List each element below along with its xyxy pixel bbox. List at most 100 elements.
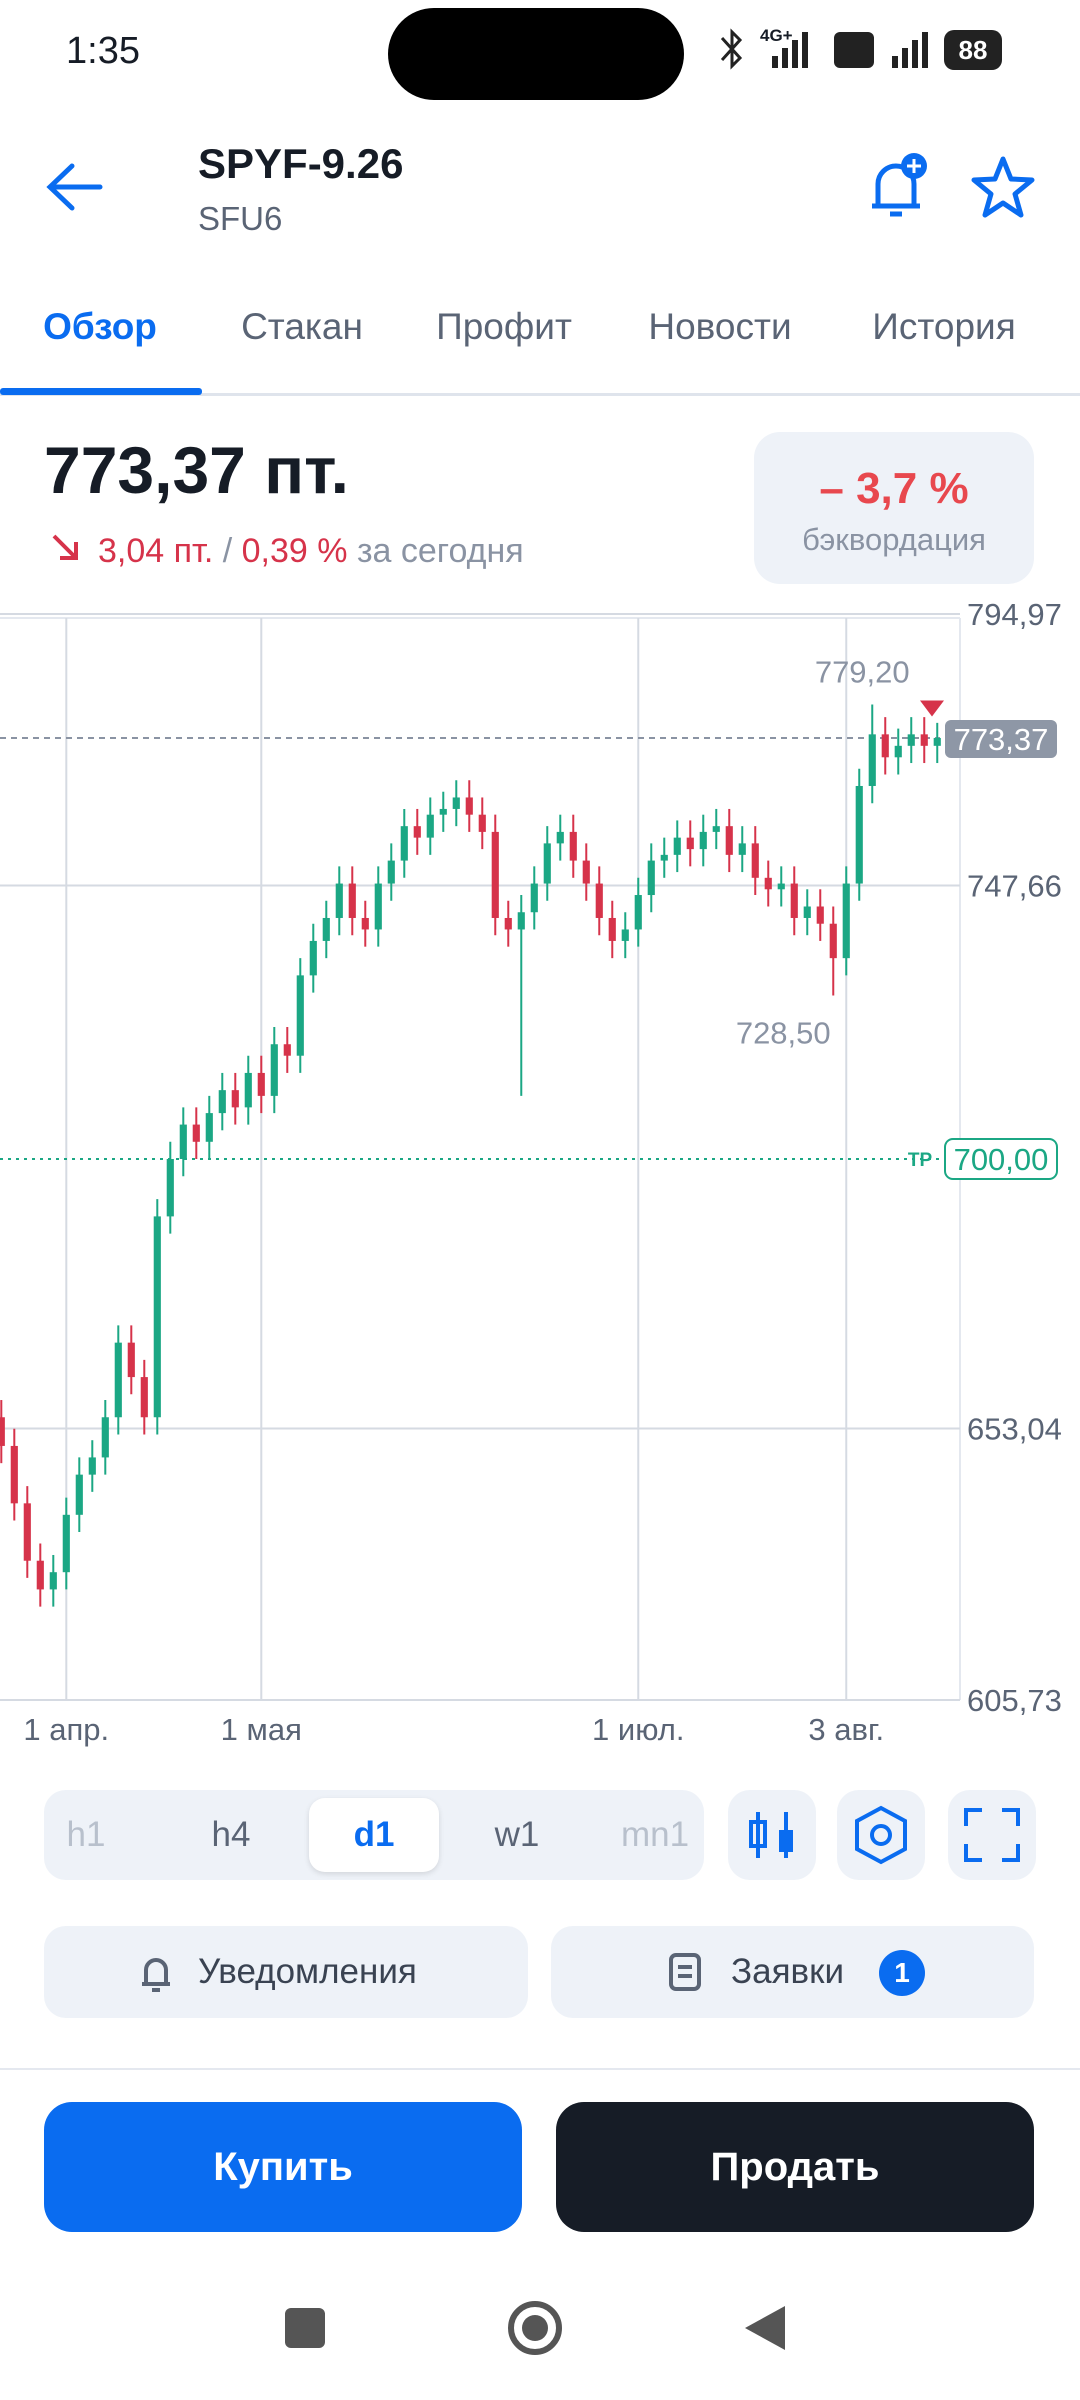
candle-body [283, 1044, 291, 1056]
candle-body [907, 734, 915, 746]
orders-badge: 1 [879, 1950, 925, 1996]
candle-body [751, 843, 759, 878]
candle-body [205, 1113, 213, 1142]
candle-body [725, 826, 733, 855]
candle-body [374, 883, 382, 930]
back-button[interactable] [44, 160, 106, 214]
sell-button[interactable]: Продать [556, 2102, 1034, 2232]
candle-body [439, 808, 447, 815]
candle-body [530, 883, 538, 913]
nav-home[interactable] [508, 2301, 562, 2355]
candle-body [270, 1044, 278, 1096]
favorite-button[interactable] [970, 154, 1036, 220]
x-tick-label: 1 июл. [592, 1712, 684, 1747]
candle-body [491, 831, 499, 918]
candle-body [75, 1474, 83, 1515]
status-icons [720, 28, 928, 70]
x-tick-label: 1 апр. [23, 1712, 109, 1747]
timeframe[interactable]: w1 [494, 1815, 540, 1854]
candle-body [894, 745, 902, 758]
timeframe[interactable]: d1 [353, 1815, 395, 1854]
candle-body [543, 843, 551, 884]
candle-body [322, 917, 330, 941]
candle-body [426, 814, 434, 838]
candles-icon [749, 1812, 793, 1858]
high-label: 779,20 [815, 655, 910, 690]
fullscreen-button[interactable] [948, 1790, 1036, 1880]
orders-button[interactable]: Заявки 1 [551, 1926, 1034, 2018]
candle-body [335, 883, 343, 918]
candle-body [62, 1514, 70, 1573]
timeframe[interactable]: h4 [211, 1815, 251, 1854]
alert-button[interactable] [862, 152, 932, 222]
chart-type-button[interactable] [728, 1790, 816, 1880]
alerts-button[interactable]: Уведомления [44, 1926, 528, 2018]
y-tick-label: 747,66 [967, 869, 1062, 904]
candle-body [257, 1072, 265, 1096]
timeframe[interactable]: mn1 [620, 1815, 690, 1854]
instrument-title: SPYF-9.26 [198, 140, 404, 187]
candle-body [387, 860, 395, 884]
timeframe[interactable]: h1 [66, 1815, 106, 1854]
hex-icon [855, 1805, 907, 1865]
candle-body [231, 1090, 239, 1108]
instrument-code: SFU6 [198, 200, 283, 237]
tab[interactable]: Стакан [241, 306, 363, 347]
tab[interactable]: Профит [436, 306, 572, 347]
candle-body [556, 831, 564, 844]
candle-body [244, 1072, 252, 1108]
candle-body [842, 883, 850, 959]
candle-body [686, 837, 694, 850]
battery: 88 [944, 30, 1002, 70]
nav-recents[interactable] [285, 2308, 325, 2348]
candle-body [764, 877, 772, 890]
tab[interactable]: Обзор [43, 306, 157, 347]
tab-divider [0, 393, 1080, 396]
candle-body [595, 883, 603, 918]
y-tick-label: 653,04 [967, 1412, 1062, 1447]
candle-body [348, 883, 356, 918]
tab[interactable]: История [872, 306, 1016, 347]
candle-body [465, 797, 473, 815]
candle-body [673, 837, 681, 855]
candle-body [101, 1417, 109, 1458]
y-tick-label: 605,73 [967, 1683, 1062, 1718]
candle-body [777, 883, 785, 890]
candle-body [829, 923, 837, 959]
candle-body [153, 1216, 161, 1418]
price: 773,37 пт. [44, 433, 349, 507]
change-row: 3,04 пт. / 0,39 % за сегодня [98, 532, 524, 571]
candle-body [634, 895, 642, 930]
last-price-label: 773,37 [954, 722, 1049, 757]
bell-icon [142, 1958, 170, 1992]
candle-body [296, 975, 304, 1056]
basis-label: бэквордация [802, 522, 986, 557]
indicators-button[interactable] [837, 1790, 925, 1880]
candle-body [361, 917, 369, 930]
candle-body [218, 1090, 226, 1114]
tab[interactable]: Новости [648, 306, 792, 347]
candle-body [582, 860, 590, 884]
candle-body [49, 1572, 57, 1590]
candle-body [790, 883, 798, 918]
candle-body [608, 917, 616, 941]
take-profit-tag-text: TP [908, 1150, 933, 1171]
candle-body [881, 734, 889, 758]
basis-box: – 3,7 % бэквордация [754, 432, 1034, 584]
nav-back[interactable] [745, 2306, 785, 2350]
nav-home-dot [522, 2315, 548, 2341]
divider [0, 2068, 1080, 2070]
down-arrow [52, 534, 78, 560]
buy-button[interactable]: Купить [44, 2102, 522, 2232]
candle-body [140, 1377, 148, 1418]
change-period: за сегодня [356, 532, 524, 570]
candle-body [127, 1342, 135, 1378]
fullscreen-icon [964, 1808, 1020, 1862]
candle-body [660, 854, 668, 861]
candle-body [816, 906, 824, 924]
candle-body [868, 734, 876, 786]
nav-bar [285, 2301, 785, 2355]
candle-body [452, 797, 460, 809]
candle-body [933, 737, 941, 746]
change-percent: 0,39 % [241, 532, 348, 570]
